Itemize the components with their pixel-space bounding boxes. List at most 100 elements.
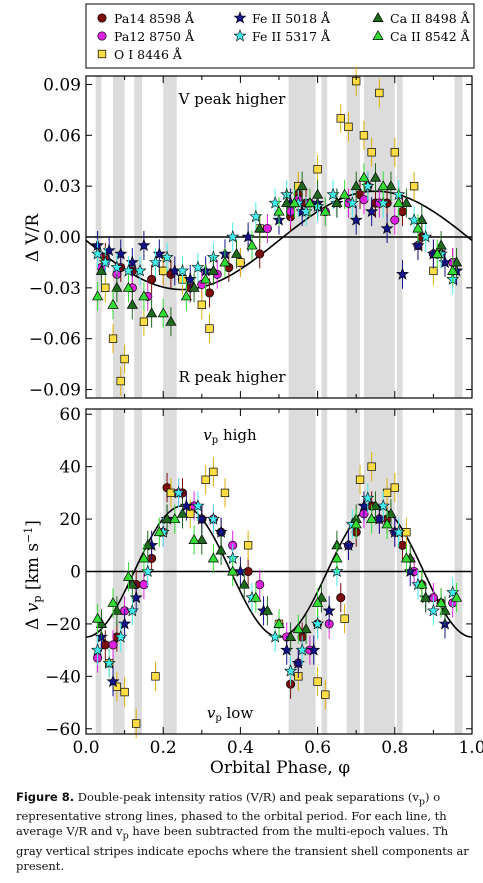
data-point [118,617,132,630]
bottom-ylabel: Δ vp [km s−1] [22,520,44,630]
data-point [147,274,157,284]
data-point [120,687,129,697]
data-point [409,182,419,191]
data-point [246,239,258,250]
legend-label-6: Ca II 8542 Å [390,29,471,44]
data-point [359,195,369,205]
data-point [101,283,110,292]
data-point [321,690,330,699]
data-point [226,230,240,243]
data-point [377,180,389,191]
caption-line-3b: have been subtracted from the multi-epoc… [132,824,449,839]
data-point [315,591,328,602]
data-point [107,597,119,607]
data-point [196,534,208,544]
data-point [108,334,118,343]
data-point [412,222,424,233]
legend-marker-3 [233,11,247,24]
data-point [197,300,206,309]
data-point [416,214,428,225]
y-tick-label: 0.06 [43,126,81,146]
data-point [273,205,285,216]
data-point [395,267,410,280]
caption-line-3a: average V/R and v [16,824,123,839]
series-6 [91,163,459,328]
data-point [397,207,408,217]
caption-label: Figure 8. [16,790,75,804]
data-point [435,239,447,250]
data-point [255,249,265,259]
y-tick-label: −20 [45,615,81,635]
data-point [322,603,336,617]
data-point [191,499,205,512]
y-tick-label: −0.03 [29,279,81,299]
legend-marker-6 [372,30,384,40]
series-5 [95,163,463,337]
data-point [200,273,212,284]
y-tick-label: 40 [59,458,81,478]
top-panel: −0.09 −0.06 −0.03 0.00 0.03 0.06 0.09 [29,66,473,401]
data-point [380,221,394,235]
data-point [139,317,149,326]
y-tick-label: 0.09 [43,75,81,95]
data-point [160,250,174,263]
data-point [243,566,253,577]
data-point [349,213,363,226]
y-tick-label: 20 [59,510,81,530]
y-tick-label: −0.09 [29,381,81,401]
data-point [319,205,331,216]
data-point [340,614,349,623]
bottom-panel: −60 −40 −20 0 20 40 60 0.0 0.2 0.4 0.6 0.8 1.0 [45,405,483,758]
data-point [331,552,343,563]
data-point [125,603,139,617]
data-point [304,197,316,208]
data-point [397,540,408,550]
data-point [367,462,376,471]
y-tick-label: −0.06 [29,330,81,350]
data-point [191,260,205,274]
data-point [180,290,192,301]
data-point [207,552,219,563]
data-point [366,513,378,524]
data-point [313,677,322,686]
data-point [431,248,443,258]
data-point [420,591,432,602]
data-point [382,488,392,498]
x-tick-label: 0.6 [304,738,331,758]
data-point [390,148,399,157]
data-point [102,656,116,669]
data-point [250,591,262,602]
data-point [447,264,459,275]
y-tick-label: 0 [70,563,81,583]
data-point [111,281,123,292]
legend-marker-0 [97,13,107,23]
data-point [311,597,324,607]
data-point [91,643,105,656]
data-point [385,507,397,518]
data-point [176,507,189,518]
data-point [214,525,228,538]
data-point [220,488,230,498]
data-point [139,580,149,590]
data-point [138,290,150,301]
series-6 [91,504,463,644]
data-point [175,264,190,277]
data-point [261,604,274,615]
legend-label-4: Fe II 5317 Å [252,29,331,44]
data-point [292,623,304,634]
data-point [400,197,412,208]
data-point [153,526,165,537]
data-point [95,618,108,628]
series-5 [95,491,451,652]
data-point [122,570,135,581]
data-point [284,631,297,641]
data-point [165,315,177,326]
data-point [107,298,119,309]
data-point [350,180,362,191]
data-point [416,578,428,589]
data-point [219,256,231,267]
data-point [284,664,298,677]
data-point [313,165,322,174]
data-point [161,513,173,524]
data-point [419,230,433,243]
